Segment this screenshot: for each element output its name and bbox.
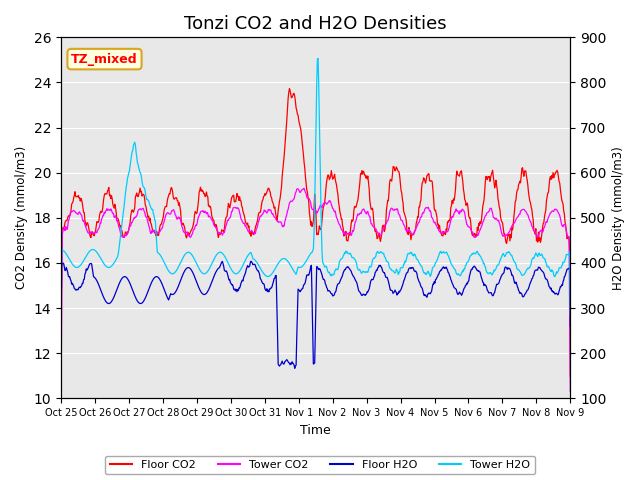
Floor H2O: [247, 258, 255, 264]
Title: Tonzi CO2 and H2O Densities: Tonzi CO2 and H2O Densities: [184, 15, 447, 33]
Floor CO2: [236, 194, 243, 200]
Floor CO2: [117, 223, 125, 228]
Floor CO2: [397, 187, 405, 193]
Line: Tower CO2: Tower CO2: [61, 188, 570, 392]
X-axis label: Time: Time: [300, 424, 331, 437]
Tower CO2: [300, 185, 308, 191]
Floor H2O: [256, 271, 264, 277]
Tower CO2: [236, 210, 243, 216]
Floor CO2: [57, 360, 65, 366]
Floor H2O: [566, 324, 574, 329]
Text: TZ_mixed: TZ_mixed: [71, 53, 138, 66]
Tower H2O: [255, 263, 263, 269]
Tower H2O: [57, 312, 65, 317]
Tower H2O: [566, 313, 574, 319]
Y-axis label: CO2 Density (mmol/m3): CO2 Density (mmol/m3): [15, 146, 28, 289]
Tower H2O: [236, 268, 243, 274]
Tower CO2: [211, 224, 218, 229]
Floor H2O: [236, 285, 243, 291]
Floor H2O: [57, 322, 65, 327]
Tower H2O: [397, 265, 405, 271]
Floor H2O: [369, 276, 377, 282]
Line: Tower H2O: Tower H2O: [61, 59, 570, 316]
Tower CO2: [255, 218, 263, 224]
Tower CO2: [369, 223, 376, 228]
Floor CO2: [369, 205, 376, 211]
Tower H2O: [369, 258, 376, 264]
Legend: Floor CO2, Tower CO2, Floor H2O, Tower H2O: Floor CO2, Tower CO2, Floor H2O, Tower H…: [105, 456, 535, 474]
Tower CO2: [566, 389, 574, 395]
Floor CO2: [285, 86, 293, 92]
Floor H2O: [291, 365, 299, 371]
Tower CO2: [57, 388, 65, 394]
Line: Floor H2O: Floor H2O: [61, 261, 570, 368]
Tower H2O: [314, 56, 322, 61]
Tower CO2: [397, 217, 405, 223]
Floor CO2: [211, 221, 218, 227]
Floor CO2: [255, 210, 263, 216]
Tower CO2: [117, 231, 125, 237]
Floor H2O: [211, 272, 218, 278]
Y-axis label: H2O Density (mmol/m3): H2O Density (mmol/m3): [612, 146, 625, 290]
Tower H2O: [117, 230, 125, 236]
Floor CO2: [566, 373, 574, 379]
Tower H2O: [211, 255, 218, 261]
Line: Floor CO2: Floor CO2: [61, 89, 570, 376]
Floor H2O: [117, 277, 125, 283]
Floor H2O: [398, 285, 406, 290]
